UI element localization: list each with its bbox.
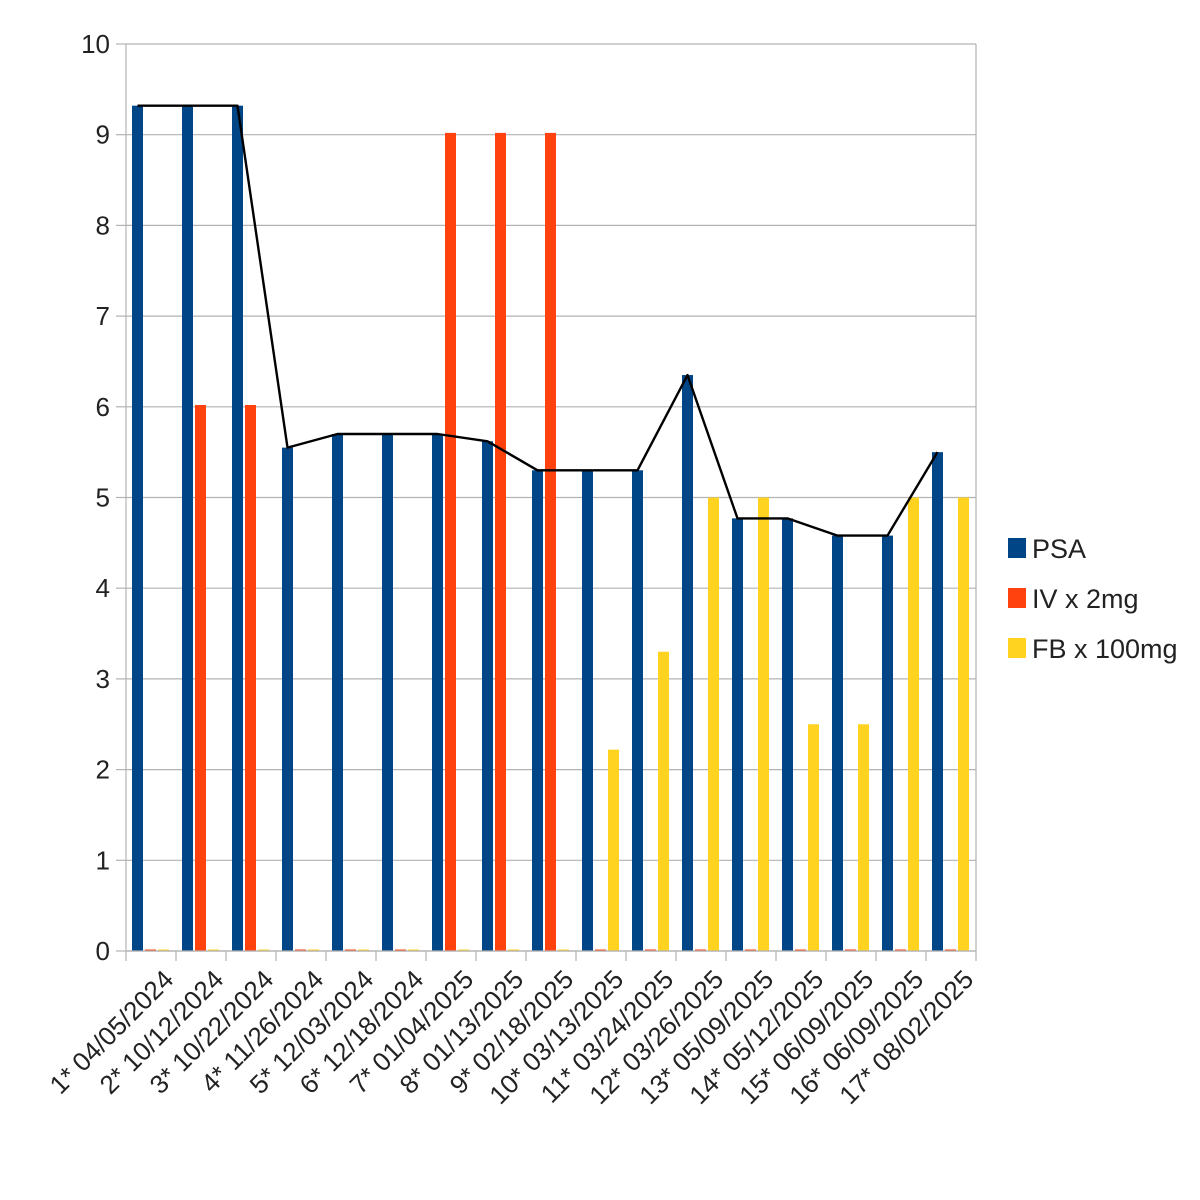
y-tick-label: 3 xyxy=(96,664,110,694)
bar-iv-x-2mg-14 xyxy=(795,949,806,951)
bar-iv-x-2mg-10 xyxy=(595,949,606,951)
bar-fb-x-100mg-15 xyxy=(858,724,869,951)
bar-fb-x-100mg-2 xyxy=(208,949,219,951)
y-tick-label: 7 xyxy=(96,301,110,331)
bar-psa-11 xyxy=(632,470,643,951)
bar-iv-x-2mg-17 xyxy=(945,949,956,951)
bar-iv-x-2mg-8 xyxy=(495,132,506,952)
bar-psa-16 xyxy=(882,535,893,951)
bar-fb-x-100mg-7 xyxy=(458,949,469,951)
bar-fb-x-100mg-1 xyxy=(158,949,169,951)
bars xyxy=(132,105,969,952)
bar-iv-x-2mg-12 xyxy=(695,949,706,951)
legend-swatch-3 xyxy=(1008,638,1026,658)
y-tick-label: 1 xyxy=(96,845,110,875)
bar-fb-x-100mg-11 xyxy=(658,651,669,951)
bar-psa-12 xyxy=(682,375,693,951)
bar-iv-x-2mg-3 xyxy=(245,404,256,952)
bar-psa-9 xyxy=(532,470,543,951)
bar-fb-x-100mg-16 xyxy=(908,497,919,951)
y-tick-label: 2 xyxy=(96,755,110,785)
bar-fb-x-100mg-10 xyxy=(608,749,619,951)
bar-iv-x-2mg-15 xyxy=(845,949,856,951)
legend-label-3: FB x 100mg xyxy=(1032,634,1178,664)
bar-iv-x-2mg-1 xyxy=(145,949,156,951)
y-tick-label: 4 xyxy=(96,573,110,603)
bar-iv-x-2mg-9 xyxy=(545,132,556,952)
bar-psa-14 xyxy=(782,518,793,951)
y-tick-label: 10 xyxy=(81,29,110,59)
bar-psa-7 xyxy=(432,434,443,951)
bar-fb-x-100mg-8 xyxy=(508,949,519,951)
y-tick-label: 0 xyxy=(96,936,110,966)
bar-fb-x-100mg-13 xyxy=(758,497,769,951)
bar-iv-x-2mg-4 xyxy=(295,949,306,951)
bar-fb-x-100mg-3 xyxy=(258,949,269,951)
bar-fb-x-100mg-4 xyxy=(308,949,319,951)
bar-fb-x-100mg-17 xyxy=(958,497,969,951)
axes xyxy=(125,44,977,961)
y-tick-label: 8 xyxy=(96,210,110,240)
bar-psa-8 xyxy=(482,441,493,951)
bar-psa-2 xyxy=(182,105,193,951)
bar-fb-x-100mg-5 xyxy=(358,949,369,951)
bar-psa-3 xyxy=(232,105,243,951)
bar-iv-x-2mg-6 xyxy=(395,949,406,951)
bar-psa-13 xyxy=(732,518,743,951)
bar-psa-10 xyxy=(582,470,593,951)
legend: PSA IV x 2mg FB x 100mg xyxy=(1008,534,1178,664)
y-tick-label: 9 xyxy=(96,120,110,150)
y-tick-label: 5 xyxy=(96,483,110,513)
bar-psa-4 xyxy=(282,447,293,951)
legend-label-1: PSA xyxy=(1032,534,1086,564)
bar-psa-1 xyxy=(132,105,143,951)
bar-iv-x-2mg-7 xyxy=(445,132,456,952)
bar-iv-x-2mg-13 xyxy=(745,949,756,951)
bar-psa-17 xyxy=(932,452,943,951)
legend-swatch-1 xyxy=(1008,538,1026,558)
y-axis-tick-labels: 0 1 2 3 4 5 6 7 8 9 10 xyxy=(81,29,110,966)
bar-iv-x-2mg-11 xyxy=(645,949,656,951)
bar-fb-x-100mg-6 xyxy=(408,949,419,951)
bar-iv-x-2mg-5 xyxy=(345,949,356,951)
bar-psa-15 xyxy=(832,535,843,951)
trend-line-layer xyxy=(137,104,939,537)
bar-iv-x-2mg-2 xyxy=(195,404,206,952)
legend-swatch-2 xyxy=(1008,588,1026,608)
legend-label-2: IV x 2mg xyxy=(1032,584,1139,614)
bar-psa-6 xyxy=(382,434,393,951)
bar-fb-x-100mg-14 xyxy=(808,724,819,951)
bar-fb-x-100mg-9 xyxy=(558,949,569,951)
bar-psa-5 xyxy=(332,434,343,951)
bar-iv-x-2mg-16 xyxy=(895,949,906,951)
trend-line xyxy=(137,104,939,537)
bar-fb-x-100mg-12 xyxy=(708,497,719,951)
y-tick-label: 6 xyxy=(96,392,110,422)
